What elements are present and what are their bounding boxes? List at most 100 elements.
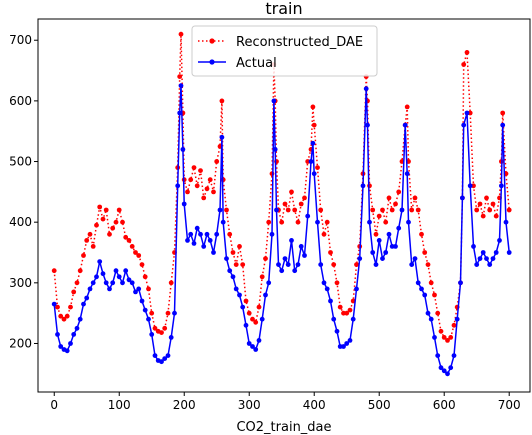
data-point-actual xyxy=(474,262,480,267)
data-point-actual xyxy=(266,280,272,286)
data-point-actual xyxy=(64,348,70,354)
data-point-reconstructed-dae xyxy=(331,262,337,267)
data-point-actual xyxy=(90,280,96,286)
data-point-actual xyxy=(328,298,333,304)
data-point-actual xyxy=(445,371,450,377)
data-point-reconstructed-dae xyxy=(324,219,330,225)
data-point-actual xyxy=(324,286,330,292)
data-point-reconstructed-dae xyxy=(113,219,119,225)
data-point-reconstructed-dae xyxy=(219,98,225,104)
data-point-actual xyxy=(220,219,226,225)
data-point-reconstructed-dae xyxy=(269,171,275,177)
data-point-actual xyxy=(441,368,447,374)
data-point-actual xyxy=(480,250,486,255)
data-point-actual xyxy=(484,256,489,261)
data-point-reconstructed-dae xyxy=(207,177,213,183)
data-point-actual xyxy=(269,231,275,237)
data-point-reconstructed-dae xyxy=(165,310,171,316)
data-point-actual xyxy=(103,280,109,286)
data-point-reconstructed-dae xyxy=(310,104,316,110)
data-point-actual xyxy=(311,171,317,177)
data-point-actual xyxy=(162,356,168,361)
legend-box xyxy=(191,25,378,77)
data-point-reconstructed-dae xyxy=(380,207,385,213)
data-point-reconstructed-dae xyxy=(188,177,194,183)
data-point-actual xyxy=(87,286,93,292)
data-point-reconstructed-dae xyxy=(419,231,424,237)
data-point-reconstructed-dae xyxy=(285,207,291,213)
data-point-reconstructed-dae xyxy=(237,244,242,249)
data-point-reconstructed-dae xyxy=(126,238,132,243)
data-point-reconstructed-dae xyxy=(103,207,109,213)
data-point-actual xyxy=(194,225,200,231)
data-point-reconstructed-dae xyxy=(422,250,428,255)
data-point-actual xyxy=(321,280,327,286)
data-point-actual xyxy=(198,231,203,237)
data-point-actual xyxy=(432,335,437,340)
legend-marker-actual xyxy=(209,59,215,65)
data-point-reconstructed-dae xyxy=(415,207,421,213)
data-point-actual xyxy=(438,365,444,371)
data-point-reconstructed-dae xyxy=(461,62,467,67)
x-tick-label: 300 xyxy=(238,398,261,412)
data-point-reconstructed-dae xyxy=(120,219,125,225)
data-point-reconstructed-dae xyxy=(240,262,246,267)
data-point-actual xyxy=(181,201,187,207)
data-point-actual xyxy=(272,147,278,152)
legend-label-reconstructed: Reconstructed_DAE xyxy=(236,35,363,50)
data-point-actual xyxy=(279,268,285,274)
data-point-reconstructed-dae xyxy=(493,213,499,219)
data-point-reconstructed-dae xyxy=(409,207,415,213)
data-point-actual xyxy=(396,225,402,231)
data-point-actual xyxy=(365,122,370,128)
data-point-reconstructed-dae xyxy=(230,250,236,255)
data-point-reconstructed-dae xyxy=(256,304,262,310)
data-point-actual xyxy=(318,262,324,267)
data-point-reconstructed-dae xyxy=(146,286,151,292)
data-point-actual xyxy=(175,183,181,189)
data-point-actual xyxy=(211,250,216,255)
data-point-actual xyxy=(412,256,418,261)
legend-marker-reconstructed xyxy=(209,38,215,44)
data-point-reconstructed-dae xyxy=(412,195,418,201)
data-point-reconstructed-dae xyxy=(477,201,483,207)
data-point-reconstructed-dae xyxy=(295,219,301,225)
data-point-actual xyxy=(204,231,210,237)
data-point-reconstructed-dae xyxy=(159,330,164,335)
data-point-actual xyxy=(246,341,252,346)
data-point-reconstructed-dae xyxy=(58,313,64,319)
data-point-reconstructed-dae xyxy=(168,280,174,286)
data-point-actual xyxy=(224,256,229,261)
data-point-actual xyxy=(448,365,454,371)
data-point-actual xyxy=(460,195,465,201)
data-point-actual xyxy=(55,332,60,337)
data-point-actual xyxy=(217,207,223,213)
data-point-actual xyxy=(334,328,340,334)
data-point-actual xyxy=(337,344,343,349)
data-point-actual xyxy=(185,238,190,243)
data-point-reconstructed-dae xyxy=(484,195,489,201)
data-point-actual xyxy=(373,262,379,267)
data-point-actual xyxy=(493,250,499,255)
data-point-reconstructed-dae xyxy=(305,159,311,164)
data-point-actual xyxy=(490,256,496,261)
data-point-reconstructed-dae xyxy=(214,159,220,164)
data-point-reconstructed-dae xyxy=(302,195,307,201)
data-point-reconstructed-dae xyxy=(81,253,86,258)
data-point-actual xyxy=(295,262,301,267)
legend-label-actual: Actual xyxy=(236,56,277,71)
data-point-reconstructed-dae xyxy=(133,250,138,255)
data-point-actual xyxy=(487,262,493,267)
data-point-actual xyxy=(467,183,473,189)
x-axis-ticks: 0 100 200 300 400 500 600 700 xyxy=(50,392,521,412)
data-point-actual xyxy=(142,307,148,313)
data-point-actual xyxy=(97,259,103,264)
x-tick-label: 0 xyxy=(50,398,58,412)
data-point-reconstructed-dae xyxy=(337,304,343,310)
data-point-reconstructed-dae xyxy=(321,231,327,237)
data-point-actual xyxy=(354,286,359,292)
data-point-reconstructed-dae xyxy=(61,316,67,322)
data-point-reconstructed-dae xyxy=(425,262,431,267)
data-point-actual xyxy=(341,344,346,349)
data-point-reconstructed-dae xyxy=(354,262,359,267)
